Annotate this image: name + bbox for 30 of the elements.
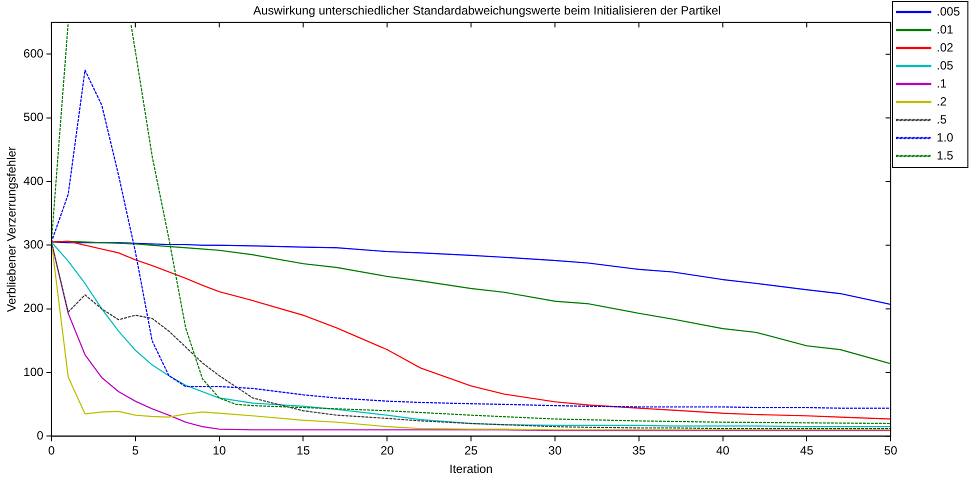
x-tick-label: 45 [800, 444, 814, 458]
x-axis-title: Iteration [449, 462, 493, 476]
x-tick-label: 25 [464, 444, 478, 458]
y-tick-label: 0 [36, 428, 44, 443]
x-tick-label: 0 [48, 444, 56, 458]
y-tick-label: 500 [23, 110, 44, 124]
legend-label: .5 [936, 112, 947, 126]
legend-label: .1 [936, 76, 947, 90]
x-tick-label: 40 [716, 444, 730, 458]
legend-label: 1.5 [936, 148, 954, 162]
x-tick-label: 10 [212, 444, 226, 458]
y-tick-label: 100 [23, 364, 44, 379]
x-tick-label: 35 [632, 444, 646, 458]
legend-label: .2 [936, 94, 947, 108]
x-tick-label: 50 [884, 444, 898, 458]
y-tick-label: 400 [23, 174, 44, 188]
y-tick-label: 300 [23, 238, 44, 252]
chart-title: Auswirkung unterschiedlicher Standardabweichungswerte beim Initialisieren der Partikel [253, 4, 721, 18]
legend-label: .005 [936, 4, 960, 18]
y-tick-label: 600 [23, 46, 44, 61]
x-tick-label: 15 [296, 444, 310, 458]
legend-label: 1.0 [936, 130, 954, 144]
legend-label: .02 [936, 40, 954, 54]
x-tick-label: 5 [132, 444, 139, 458]
x-tick-label: 30 [548, 444, 562, 458]
y-tick-label: 200 [23, 301, 44, 316]
x-tick-label: 20 [380, 444, 394, 458]
legend-label: .01 [936, 22, 954, 36]
legend-label: .05 [936, 58, 954, 72]
y-axis-title: Verbliebener Verzerrungsfehler [4, 146, 19, 312]
